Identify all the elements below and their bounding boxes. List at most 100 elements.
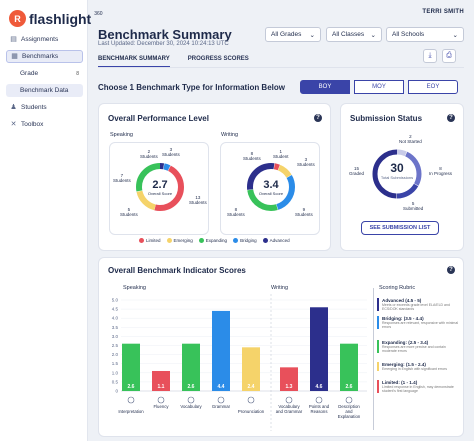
last-updated: Last Updated: December 30, 2024 10:24:13… — [98, 41, 229, 47]
classes-select[interactable]: All Classes ⌄ — [326, 27, 382, 42]
rubric-desc: Limited response in English, may demonst… — [382, 385, 454, 393]
sidebar-item-benchmarks[interactable]: ▦ Benchmarks — [6, 50, 83, 63]
writing-score-label: Overall Score — [258, 191, 284, 196]
sidebar-item-students[interactable]: ♟ Students — [6, 101, 83, 114]
brand-logo[interactable]: R flashlight 360 — [9, 10, 103, 27]
bar — [122, 343, 140, 391]
bar — [152, 370, 170, 391]
rubric-item: Advanced (4.5 - 5) Meets or exceeds grade… — [377, 298, 459, 311]
classes-select-value: All Classes — [332, 31, 365, 38]
boy-button[interactable]: BOY — [300, 80, 350, 94]
speaking-score-label: Overall Score — [147, 191, 173, 196]
indicators-card: Overall Benchmark Indicator Scores ? Spe… — [98, 257, 464, 437]
brand-name: flashlight — [29, 10, 92, 27]
download-button[interactable]: ⤓ — [423, 49, 437, 63]
bar — [340, 343, 358, 391]
y-tick-label: 3.5 — [112, 325, 119, 330]
donut-segment — [247, 163, 295, 211]
help-icon[interactable]: ? — [447, 114, 455, 122]
label-count: 7 — [120, 173, 124, 178]
sidebar-item-label: Benchmark Data — [20, 87, 69, 94]
legend-swatch — [198, 238, 204, 244]
grade-badge: 8 — [76, 70, 79, 77]
print-button[interactable]: ⎙ — [442, 49, 456, 63]
user-name[interactable]: TERRI SMITH — [422, 9, 464, 15]
page-title: Benchmark Summary — [98, 27, 232, 42]
category-icon — [187, 396, 195, 404]
rubric-label: Emerging: (1.5 - 2.4) — [382, 362, 426, 367]
label-text: Students — [227, 212, 245, 217]
label-count: 9 — [302, 207, 306, 212]
label-text: Submitted — [403, 206, 424, 211]
sidebar-item-label: Assignments — [21, 36, 59, 43]
writing-score: 3.4 Overall Score — [251, 179, 291, 196]
grades-select[interactable]: All Grades ⌄ — [265, 27, 321, 42]
category-icon — [217, 396, 225, 404]
sidebar-item-toolbox[interactable]: ✕ Toolbox — [6, 118, 83, 131]
not-started-label: 2 Not Started — [399, 134, 422, 144]
rubric-label: Limited: (1 - 1.4) — [382, 380, 418, 385]
speaking-label: Speaking — [110, 132, 133, 138]
performance-card: Overall Performance Level ? Speaking 2.7… — [98, 103, 331, 251]
donut-label: 3 Students — [162, 147, 180, 157]
label-count: 8 — [439, 166, 442, 171]
submission-donut — [372, 149, 422, 199]
bar-value-label: 2.6 — [188, 384, 195, 390]
sidebar-item-benchmark-data[interactable]: Benchmark Data — [6, 84, 83, 97]
in-progress-label: 8 In Progress — [429, 166, 452, 176]
label-text: Students — [113, 178, 131, 183]
label-text: Student — [273, 154, 289, 159]
donut-segment — [247, 163, 295, 211]
schools-select[interactable]: All Schools ⌄ — [386, 27, 464, 42]
legend-swatch — [233, 238, 239, 244]
donut-label: 2 Students — [140, 149, 158, 159]
sidebar-item-label: Grade — [20, 70, 39, 77]
donut-label: 5 Students — [120, 207, 138, 217]
writing-label: Writing — [221, 132, 239, 138]
legend-advanced: Advanced — [262, 238, 290, 244]
submission-card: Submission Status ? 30 Total Submissions… — [340, 103, 464, 251]
help-icon[interactable]: ? — [447, 266, 455, 274]
bar-value-label: 2.4 — [248, 384, 255, 390]
y-tick-label: 5.0 — [112, 298, 119, 303]
legend-label: Expanding — [205, 238, 228, 243]
legend-expanding: Expanding — [198, 238, 228, 244]
legend-label: Bridging — [240, 238, 257, 243]
rubric-item: Expanding: (2.5 - 3.4) Responses are more… — [377, 340, 459, 353]
writing-chart-label: Writing — [271, 285, 289, 291]
legend-swatch — [139, 238, 144, 244]
tab-progress-scores[interactable]: PROGRESS SCORES — [187, 56, 249, 62]
label-count: 2 — [409, 134, 412, 139]
sidebar-item-grade[interactable]: Grade 8 — [6, 67, 83, 80]
rubric-label: Bridging: (3.5 - 4.4) — [382, 316, 424, 321]
eoy-button[interactable]: EOY — [408, 80, 458, 94]
label-text: Students — [162, 152, 180, 157]
donut-segment — [136, 163, 184, 211]
bar-value-label: 2.6 — [346, 384, 353, 390]
rubric-item: Bridging: (3.5 - 4.4) Responses are relev… — [377, 316, 459, 329]
label-text: Students — [189, 200, 207, 205]
legend-limited: Limited — [139, 238, 161, 244]
label-text: Students — [120, 212, 138, 217]
indicators-title: Overall Benchmark Indicator Scores — [108, 266, 246, 275]
sidebar-item-assignments[interactable]: ▤ Assignments — [6, 33, 83, 46]
label-text: In Progress — [429, 171, 453, 176]
help-icon[interactable]: ? — [314, 114, 322, 122]
brand-sup: 360 — [94, 10, 103, 17]
submission-total: 30 Total Submissions — [377, 161, 417, 180]
rubric-title: Scoring Rubric — [379, 285, 416, 291]
rubric-item: Emerging: (1.5 - 2.4) Emerging in English… — [377, 362, 459, 371]
legend-swatch — [166, 238, 172, 244]
y-tick-label: 1.5 — [112, 361, 119, 366]
donut-label: 8 Students — [227, 207, 245, 217]
x-tick-label: Grammar — [212, 404, 231, 409]
legend-swatch — [262, 238, 268, 244]
moy-button[interactable]: MOY — [354, 80, 404, 94]
see-submission-list-button[interactable]: SEE SUBMISSION LIST — [361, 221, 439, 235]
donut-segment — [372, 149, 422, 199]
bar-value-label: 1.3 — [286, 384, 293, 390]
label-count: 3 — [304, 157, 308, 162]
sidebar-item-label: Toolbox — [21, 121, 44, 128]
y-tick-label: 2.0 — [112, 352, 119, 357]
writing-donut-box: 3.4 Overall Score 8 Students 1 Student 3 St… — [220, 142, 320, 235]
